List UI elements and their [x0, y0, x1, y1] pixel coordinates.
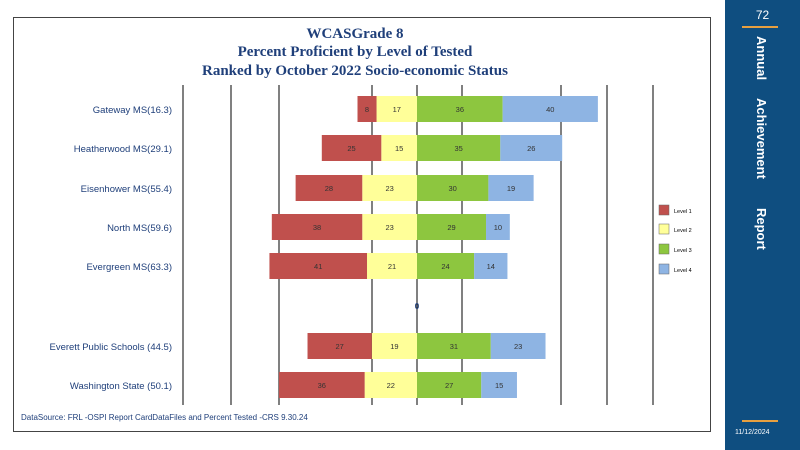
chart-title: WCASGrade 8 — [306, 26, 404, 42]
bar-level-2 — [371, 333, 417, 359]
chart-subtitle-ranking: Ranked by October 2022 Socio-economic St… — [202, 63, 508, 79]
center-zero-label: 0 — [415, 302, 420, 311]
bar-level-1 — [321, 135, 382, 161]
sidebar — [725, 0, 800, 450]
data-source-note: DataSource: FRL -OSPI Report CardDataFil… — [21, 413, 308, 422]
legend-label: Level 2 — [674, 228, 692, 234]
data-label: 8 — [365, 105, 369, 114]
bar-level-4 — [486, 214, 510, 240]
sidebar-word-report: Report — [754, 208, 769, 250]
bar-level-3 — [417, 214, 487, 240]
data-label: 17 — [393, 105, 401, 114]
data-label: 24 — [441, 262, 449, 271]
top-accent-rule — [742, 26, 778, 28]
bar-level-1 — [295, 175, 363, 201]
data-label: 23 — [385, 184, 393, 193]
data-label: 41 — [314, 262, 322, 271]
bar-level-1 — [269, 253, 368, 279]
bar-level-4 — [481, 372, 517, 398]
bar-level-2 — [367, 253, 417, 279]
bar-level-4 — [488, 175, 534, 201]
bar-level-3 — [417, 135, 501, 161]
data-label: 31 — [450, 342, 458, 351]
date-stamp: 11/12/2024 — [735, 429, 770, 436]
category-label: North MS(59.6) — [107, 223, 172, 234]
chart-plot: 17 8 36 40 15 25 35 26 23 28 30 19 23 38 29 10 21 41 24 14 1… — [49, 85, 692, 405]
bar-level-2 — [381, 135, 417, 161]
data-label: 36 — [456, 105, 464, 114]
data-label: 15 — [395, 144, 403, 153]
data-label: 23 — [385, 223, 393, 232]
data-label: 36 — [318, 381, 326, 390]
category-label: Washington State (50.1) — [70, 381, 172, 392]
bar-level-3 — [417, 333, 491, 359]
legend: Level 1 Level 2 Level 3 Level 4 — [658, 204, 692, 275]
data-label: 10 — [494, 223, 502, 232]
bar-level-2 — [362, 175, 417, 201]
category-labels: Gateway MS(16.3) Heatherwood MS(29.1) Eise… — [49, 105, 172, 392]
legend-label: Level 4 — [674, 268, 692, 274]
data-label: 25 — [347, 144, 355, 153]
data-label: 30 — [449, 184, 457, 193]
data-label: 19 — [390, 342, 398, 351]
data-label: 28 — [325, 184, 333, 193]
category-label: Eisenhower MS(55.4) — [81, 184, 172, 195]
data-label: 19 — [507, 184, 515, 193]
bar-level-3 — [417, 96, 503, 122]
bar-level-1 — [271, 214, 363, 240]
legend-swatch — [658, 263, 670, 275]
bar-level-3 — [417, 253, 475, 279]
category-label: Evergreen MS(63.3) — [86, 262, 172, 273]
bars: 17 8 36 40 15 25 35 26 23 28 30 19 23 38 29 10 21 41 24 14 1… — [269, 96, 598, 398]
legend-swatch — [658, 204, 670, 216]
legend-label: Level 1 — [674, 209, 692, 215]
sidebar-word-achievement: Achievement — [754, 98, 769, 179]
bar-level-3 — [417, 175, 489, 201]
data-label: 15 — [495, 381, 503, 390]
data-label: 27 — [445, 381, 453, 390]
data-label: 26 — [527, 144, 535, 153]
legend-swatch — [658, 243, 670, 255]
data-label: 21 — [388, 262, 396, 271]
bar-level-1 — [278, 372, 365, 398]
sidebar-word-annual: Annual — [754, 36, 769, 81]
bar-level-2 — [364, 372, 417, 398]
category-label: Heatherwood MS(29.1) — [74, 144, 172, 155]
data-label: 29 — [447, 223, 455, 232]
bar-level-2 — [376, 96, 417, 122]
page-number: 72 — [755, 8, 770, 22]
data-label: 40 — [546, 105, 554, 114]
data-label: 23 — [514, 342, 522, 351]
legend-label: Level 3 — [674, 248, 692, 254]
bar-level-1 — [357, 96, 377, 122]
bar-level-1 — [307, 333, 372, 359]
data-label: 38 — [313, 223, 321, 232]
data-label: 14 — [487, 262, 495, 271]
bar-level-3 — [417, 372, 482, 398]
bar-level-4 — [474, 253, 508, 279]
bar-level-4 — [500, 135, 563, 161]
bar-level-4 — [502, 96, 598, 122]
legend-swatch — [658, 223, 670, 235]
bottom-accent-rule — [742, 420, 778, 422]
category-label: Everett Public Schools (44.5) — [49, 342, 172, 353]
chart-subtitle: Percent Proficient by Level of Tested — [237, 44, 473, 60]
data-label: 35 — [454, 144, 462, 153]
data-label: 27 — [335, 342, 343, 351]
data-label: 22 — [387, 381, 395, 390]
category-label: Gateway MS(16.3) — [93, 105, 172, 116]
bar-level-2 — [362, 214, 417, 240]
bar-level-4 — [490, 333, 546, 359]
